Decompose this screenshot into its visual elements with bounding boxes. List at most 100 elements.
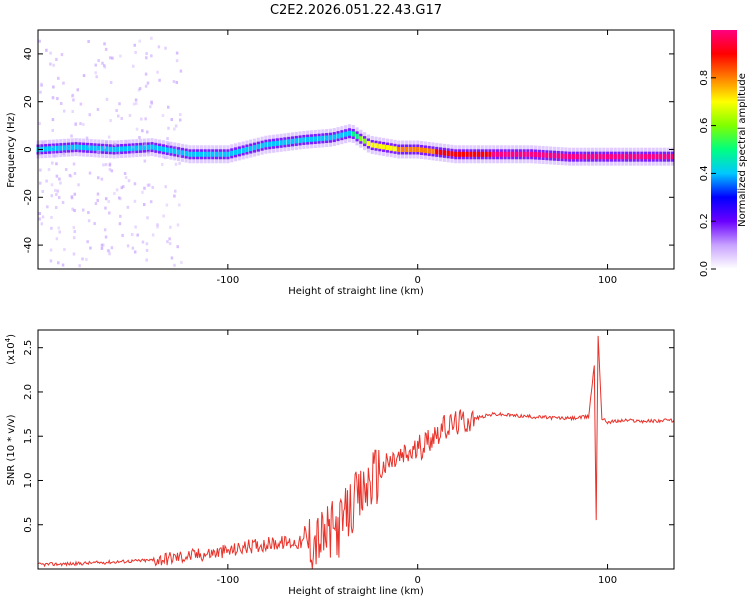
spectrogram-ridge-cell — [169, 148, 173, 154]
spectrogram-noise-cell — [122, 185, 125, 189]
spectrogram-noise-cell — [146, 216, 149, 220]
spectrogram-noise-cell — [100, 246, 104, 250]
spectrogram-noise-cell — [100, 243, 104, 247]
spectrogram-noise-cell — [104, 47, 108, 51]
spectrogram-noise-cell — [146, 81, 150, 85]
colorbar-tick-label: 0.2 — [699, 213, 710, 229]
spectrogram-noise-cell — [89, 246, 92, 250]
spectrogram-ridge-cell — [188, 151, 192, 157]
spectrogram-y-ticks: -40 -20 0 20 40 — [23, 48, 674, 253]
spectrogram-ridge-cell — [211, 151, 215, 157]
spectrogram-noise-cell — [72, 226, 76, 230]
spectrogram-noise-cell — [140, 117, 143, 121]
spectrogram-noise-cell — [95, 75, 98, 79]
spectrogram-noise-cell — [104, 206, 107, 210]
spectrogram-ridge-cell — [450, 151, 454, 157]
spectrogram-ridge-cell — [389, 145, 393, 151]
spectrogram-noise-cell — [166, 137, 169, 141]
spectrogram-noise-cell — [79, 122, 82, 126]
spectrogram-ridge-cell — [484, 151, 488, 157]
snr-y-tick-label: 2.5 — [23, 340, 34, 356]
spectrogram-noise-cell — [73, 192, 77, 196]
spectrogram-noise-cell — [158, 78, 161, 82]
spectrogram-ridge-cell — [374, 143, 378, 149]
spectrogram-noise-cell — [145, 242, 149, 246]
spectrogram-noise-cell — [46, 205, 49, 209]
spectrogram-ridge-cell — [195, 151, 200, 157]
spectrogram-ridge-cell — [104, 146, 109, 152]
spectrogram-ridge-cell — [366, 141, 371, 147]
spectrogram-noise-cell — [174, 162, 178, 166]
snr-x-tick-label: -100 — [216, 575, 239, 586]
colorbar-tick-label: 0.8 — [699, 70, 710, 86]
spectrogram-noise-cell — [178, 154, 182, 158]
spectrogram-noise-cell — [96, 176, 100, 180]
spectrogram-noise-cell — [72, 98, 75, 102]
spectrogram-ridge-cell — [438, 149, 443, 155]
spectrogram-ridge-cell — [256, 144, 260, 150]
spectrogram-ridge-cell — [271, 141, 276, 147]
spectrogram-x-label: Height of straight line (km) — [288, 286, 424, 297]
spectrogram-noise-cell — [151, 185, 154, 189]
spectrogram-noise-cell — [156, 70, 159, 74]
spectrogram-ridge-cell — [655, 154, 659, 160]
spectrogram-noise-cell — [50, 194, 54, 198]
spectrogram-ridge-cell — [518, 151, 522, 157]
spectrogram-ridge-cell — [560, 153, 564, 159]
spectrogram-ridge-cell — [127, 146, 131, 152]
spectrogram-ridge-cell — [503, 151, 507, 157]
spectrogram-noise-cell — [113, 191, 116, 195]
spectrogram-ridge-cell — [332, 134, 336, 140]
spectrogram-x-tick-label: 0 — [415, 275, 421, 286]
spectrogram-noise-cell — [69, 174, 73, 178]
spectrogram-ridge-cell — [545, 152, 549, 158]
spectrogram-noise-cell — [82, 74, 86, 78]
spectrogram-y-tick-label: 20 — [23, 95, 34, 108]
spectrogram-ridge-cell — [173, 148, 177, 154]
spectrogram-ridge-cell — [355, 133, 359, 139]
spectrogram-noise-cell — [118, 222, 122, 226]
colorbar-tick-label: 0.4 — [699, 165, 710, 181]
spectrogram-noise-cell — [107, 249, 111, 253]
spectrogram-noise-cell — [50, 215, 53, 219]
spectrogram-ridge-cell — [328, 135, 333, 141]
spectrogram-noise-cell — [102, 64, 106, 68]
spectrogram-noise-cell — [133, 182, 137, 186]
spectrogram-noise-cell — [57, 76, 60, 80]
snr-y-tick-label: 1.0 — [23, 473, 34, 489]
spectrogram-noise-cell — [151, 233, 155, 237]
spectrogram-noise-cell — [103, 145, 107, 149]
spectrogram-ridge-cell — [78, 144, 82, 150]
spectrogram-ridge-cell — [142, 145, 147, 151]
spectrogram-noise-cell — [51, 128, 54, 132]
spectrogram-noise-cell — [73, 171, 77, 175]
spectrogram-ridge-cell — [385, 145, 390, 151]
spectrogram-noise-cell — [94, 71, 97, 75]
spectrogram-ridge-cell — [150, 144, 154, 150]
spectrogram-ridge-cell — [522, 151, 526, 157]
spectrogram-y-tick-label: -20 — [23, 189, 34, 205]
spectrogram-ridge-cell — [47, 146, 52, 152]
spectrogram-ridge-cell — [116, 146, 120, 152]
spectrogram-ridge-cell — [549, 152, 553, 158]
spectrogram-panel: -100 0 100 -40 -20 0 20 40 Height of straight … — [6, 29, 675, 297]
spectrogram-noise-cell — [38, 181, 42, 185]
spectrogram-ridge-cell — [146, 144, 150, 150]
spectrogram-noise-cell — [113, 143, 117, 147]
spectrogram-noise-cell — [39, 90, 42, 94]
spectrogram-noise-cell — [51, 150, 54, 154]
spectrogram-ridge-cell — [317, 136, 321, 142]
spectrogram-ridge-cell — [63, 145, 67, 151]
spectrogram-ridge-cell — [602, 154, 606, 160]
spectrogram-noise-cell — [150, 36, 153, 40]
spectrogram-noise-cell — [173, 194, 176, 198]
spectrogram-ridge-cell — [663, 154, 667, 160]
spectrogram-noise-cell — [173, 127, 176, 131]
spectrogram-ridge-cell — [419, 147, 424, 153]
spectrogram-noise-cell — [105, 97, 109, 101]
spectrogram-ridge-cell — [93, 145, 97, 151]
spectrogram-ridge-cell — [275, 140, 279, 146]
spectrogram-ridge-cell — [382, 144, 386, 150]
spectrogram-noise-cell — [54, 188, 57, 192]
